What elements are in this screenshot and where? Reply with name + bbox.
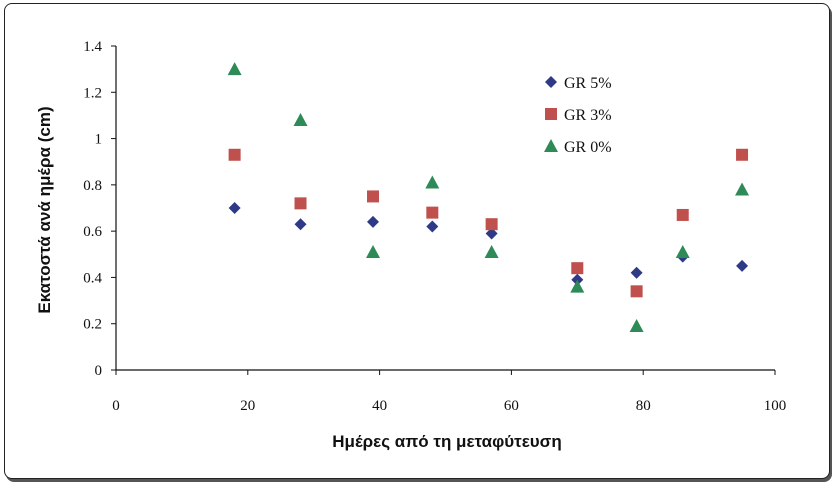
point-gr-0 <box>425 175 440 189</box>
point-gr-5 <box>367 215 380 228</box>
point-gr-3 <box>367 190 380 203</box>
point-gr-0 <box>675 244 690 258</box>
legend: GR 5% GR 3% GR 0% <box>536 62 644 164</box>
axes: 0 0.2 0.4 0.6 0.8 1 1.2 1.4 0 20 40 60 80 100 <box>83 39 786 414</box>
point-gr-3 <box>571 262 584 275</box>
x-tick-label: 100 <box>764 398 787 414</box>
point-gr-0 <box>227 62 242 76</box>
legend-label-gr-0: GR 0% <box>564 139 612 156</box>
x-tick-label: 40 <box>372 398 387 414</box>
legend-marker-gr-5 <box>545 76 557 88</box>
legend-label-gr-5: GR 5% <box>564 75 612 92</box>
legend-label-gr-3: GR 3% <box>564 107 612 124</box>
x-tick-label: 60 <box>504 398 519 414</box>
y-tick-label: 0.8 <box>83 178 102 194</box>
point-gr-3 <box>294 197 307 210</box>
point-gr-5 <box>485 227 498 240</box>
point-gr-0 <box>735 182 750 196</box>
y-axis-title: Εκατοστά ανά ημέρα (cm) <box>35 106 54 313</box>
x-tick-label: 0 <box>112 398 120 414</box>
y-tick-label: 0.6 <box>83 224 102 240</box>
y-tick-label: 0 <box>95 363 103 379</box>
x-tick-label: 80 <box>636 398 651 414</box>
point-gr-3 <box>426 206 439 219</box>
y-tick-label: 0.4 <box>83 270 102 286</box>
x-axis-title: Ημέρες από τη μεταφύτευση <box>332 432 561 451</box>
point-gr-0 <box>570 279 585 293</box>
point-gr-5 <box>426 220 439 233</box>
legend-marker-gr-3 <box>545 108 557 120</box>
data-points <box>227 62 750 333</box>
point-gr-5 <box>294 218 307 231</box>
point-gr-5 <box>228 202 241 214</box>
point-gr-3 <box>736 148 749 161</box>
point-gr-5 <box>630 266 643 279</box>
point-gr-3 <box>228 148 241 161</box>
point-gr-3 <box>630 285 643 298</box>
point-gr-0 <box>293 113 308 127</box>
point-gr-0 <box>366 244 381 258</box>
y-tick-label: 1 <box>95 132 103 148</box>
x-tick-label: 20 <box>240 398 255 414</box>
chart-frame <box>4 3 830 479</box>
point-gr-5 <box>736 259 749 272</box>
y-tick-label: 0.2 <box>83 317 102 333</box>
y-tick-label: 1.2 <box>83 85 102 101</box>
point-gr-0 <box>484 244 499 258</box>
point-gr-3 <box>485 218 498 231</box>
point-gr-0 <box>629 319 644 333</box>
point-gr-3 <box>676 208 689 221</box>
y-tick-label: 1.4 <box>83 39 102 55</box>
legend-marker-gr-0 <box>544 139 558 152</box>
